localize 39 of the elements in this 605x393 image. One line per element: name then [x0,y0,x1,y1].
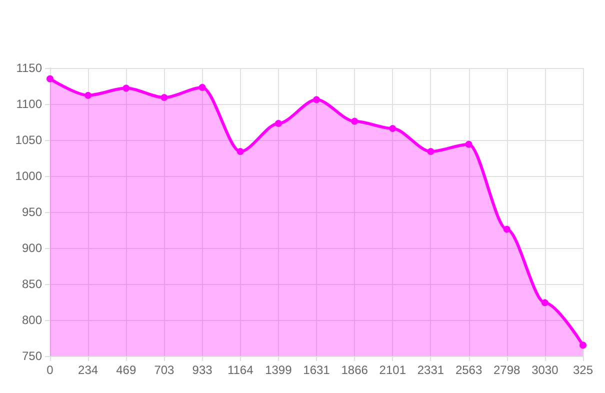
point [236,148,244,156]
point [389,124,396,132]
y-tick-label: 900 [22,241,42,255]
y-tick-label: 750 [22,349,42,363]
x-tick-label: 1631 [303,363,330,377]
x-tick-label: 1399 [265,363,292,377]
y-tick-label: 1100 [16,97,42,111]
x-tick-label: 1866 [341,363,368,377]
x-tick-label: 234 [78,363,98,377]
point [313,96,320,104]
y-tick-label: 1000 [15,169,42,183]
point [274,120,282,127]
x-tick-label: 703 [154,363,175,377]
point [160,94,168,102]
x-tick-label: 3030 [532,363,559,377]
point [198,84,206,91]
x-tick-label: 469 [116,363,136,377]
point [46,75,54,82]
point [351,118,358,125]
x-tick-label: 0 [46,363,54,377]
y-tick-label: 850 [22,277,42,291]
y-tick-label: 1050 [15,133,42,147]
y-tick-label: 800 [22,313,42,327]
x-tick-label: 2563 [455,363,482,377]
point [122,84,130,92]
x-tick-label: 1164 [227,363,254,377]
y-tick-label: 1150 [16,61,42,75]
x-tick-label: 2798 [494,363,521,377]
point [541,299,548,306]
point [427,148,434,156]
x-tick-label: 933 [192,363,213,377]
x-tick-label: 325 [572,363,594,377]
point [580,342,586,349]
point [84,92,92,99]
y-tick-label: 950 [22,205,42,219]
x-tick-label: 2101 [379,363,406,377]
x-tick-label: 2331 [417,363,444,377]
point [503,226,510,233]
point [465,140,472,148]
